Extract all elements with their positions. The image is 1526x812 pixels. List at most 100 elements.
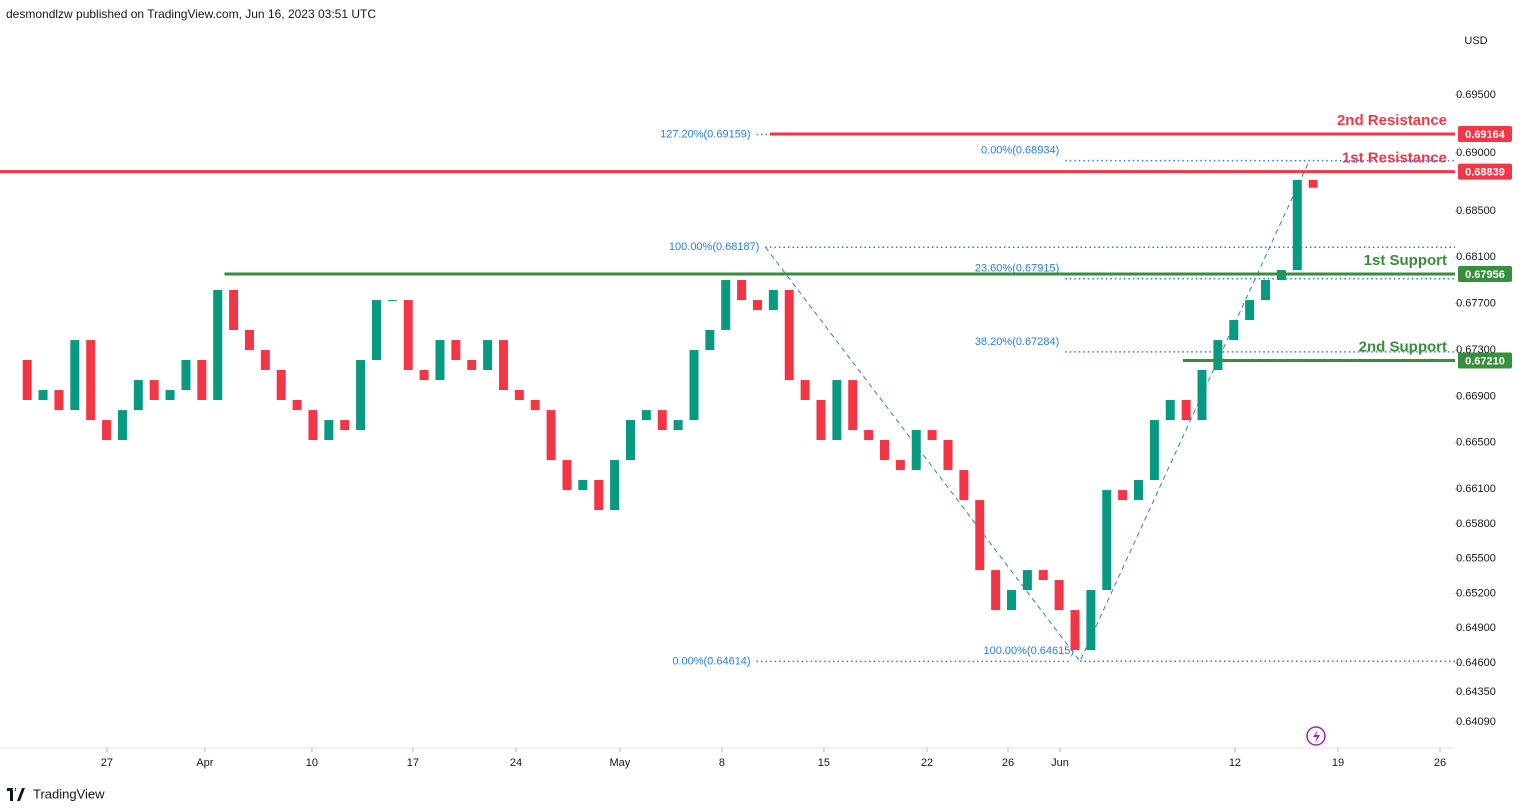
candle-body [371, 300, 381, 361]
x-tick-label: May [610, 757, 631, 769]
x-tick-label: 24 [510, 757, 522, 769]
candle-body [1292, 179, 1302, 271]
x-tick-label: 22 [921, 757, 933, 769]
level-name: 2nd Resistance [1337, 112, 1447, 129]
candle-body [260, 350, 270, 370]
footer-brand: TradingView [33, 786, 105, 801]
y-tick-label: 0.64600 [1456, 657, 1496, 669]
candle-body [213, 289, 223, 401]
fib-label: 38.20%(0.67284) [975, 336, 1059, 348]
candle-body [546, 410, 556, 461]
candle-body [308, 410, 318, 440]
candle-body [483, 340, 493, 370]
candle-body [514, 390, 524, 401]
candle-body [435, 340, 445, 381]
candle-body [864, 430, 874, 440]
candle-body [784, 289, 794, 381]
candle-body [911, 430, 921, 471]
candle-body [1038, 570, 1048, 581]
candle-body [816, 400, 826, 440]
candle-body [673, 420, 683, 431]
candle-body [705, 329, 715, 351]
candle-body [1102, 490, 1112, 591]
candle-body [975, 500, 985, 571]
y-tick-label: 0.64900 [1456, 622, 1496, 634]
candle-body [1245, 300, 1255, 321]
candle-body [1149, 420, 1159, 480]
event-circle[interactable] [1306, 726, 1326, 746]
candle-body [768, 289, 778, 311]
candle-body [1261, 280, 1271, 301]
currency: USD [1464, 35, 1487, 47]
x-tick-label: 17 [407, 757, 419, 769]
y-tick-label: 0.65200 [1456, 587, 1496, 599]
candle-body [927, 430, 937, 440]
candle-body [197, 360, 207, 401]
candle-body [657, 410, 667, 431]
candle-body [451, 340, 461, 361]
candle-body [737, 280, 747, 301]
y-tick-label: 0.69500 [1456, 89, 1496, 101]
candle-body [1054, 580, 1064, 611]
candle-body [1213, 340, 1223, 370]
y-tick-label: 0.68100 [1456, 251, 1496, 263]
candle-body [832, 380, 842, 440]
x-tick-label: Apr [196, 757, 213, 769]
fib-label: 0.00%(0.64614) [672, 655, 750, 667]
candle-body [689, 350, 699, 421]
candle-body [848, 380, 858, 431]
y-tick-label: 0.67700 [1456, 298, 1496, 310]
lightning-icon[interactable] [1306, 726, 1326, 746]
candle-body [340, 420, 350, 431]
level-price-label: 0.69164 [1465, 129, 1506, 141]
level-price-box [1458, 265, 1512, 282]
candle-body [991, 570, 1001, 611]
candle-body [54, 390, 64, 411]
x-tick-label: 19 [1332, 757, 1344, 769]
candle-body [165, 390, 175, 401]
candle-body [244, 329, 254, 351]
logo-icon [7, 788, 25, 801]
candle-body [895, 460, 905, 471]
y-tick-label: 0.64090 [1456, 716, 1496, 728]
fib-label: 127.20%(0.69159) [660, 128, 751, 140]
x-tick-label: 8 [719, 757, 725, 769]
x-tick-label: 27 [101, 757, 113, 769]
candle-body [721, 280, 731, 330]
level-name: 1st Resistance [1342, 150, 1447, 167]
level-price-label: 0.67956 [1465, 269, 1505, 281]
x-tick-label: 26 [1434, 757, 1446, 769]
y-tick-label: 0.68500 [1456, 205, 1496, 217]
candle-body [149, 380, 159, 401]
candle-body [419, 369, 429, 381]
candle-body [86, 340, 96, 421]
candle-body [102, 420, 112, 440]
candle-body [641, 410, 651, 421]
candle-body [562, 460, 572, 491]
candle-body [324, 420, 334, 440]
candle-body [1197, 369, 1207, 421]
candle-body [181, 360, 191, 391]
candle-body [38, 390, 48, 401]
fib-label: 23.60%(0.67915) [975, 263, 1059, 275]
candle-body [22, 360, 32, 401]
candle-body [530, 400, 540, 411]
swing-line [765, 160, 1310, 663]
level-price-box [1458, 163, 1512, 180]
candle-body [800, 380, 810, 401]
candle-body [610, 460, 620, 511]
fib-label: 100.00%(0.68187) [669, 241, 760, 253]
level-price-box [1458, 125, 1512, 142]
candle-body [70, 340, 80, 411]
candle-body [1165, 400, 1175, 421]
candle-body [403, 300, 413, 370]
publisher-header: desmondlzw published on TradingView.com,… [6, 7, 376, 21]
candle-body [117, 410, 127, 440]
candle-body [625, 420, 635, 461]
x-tick-label: 12 [1229, 757, 1241, 769]
candle-body [1229, 320, 1239, 341]
level-price-box [1458, 352, 1512, 369]
level-name: 2nd Support [1359, 338, 1447, 355]
level-price-label: 0.67210 [1465, 355, 1505, 367]
